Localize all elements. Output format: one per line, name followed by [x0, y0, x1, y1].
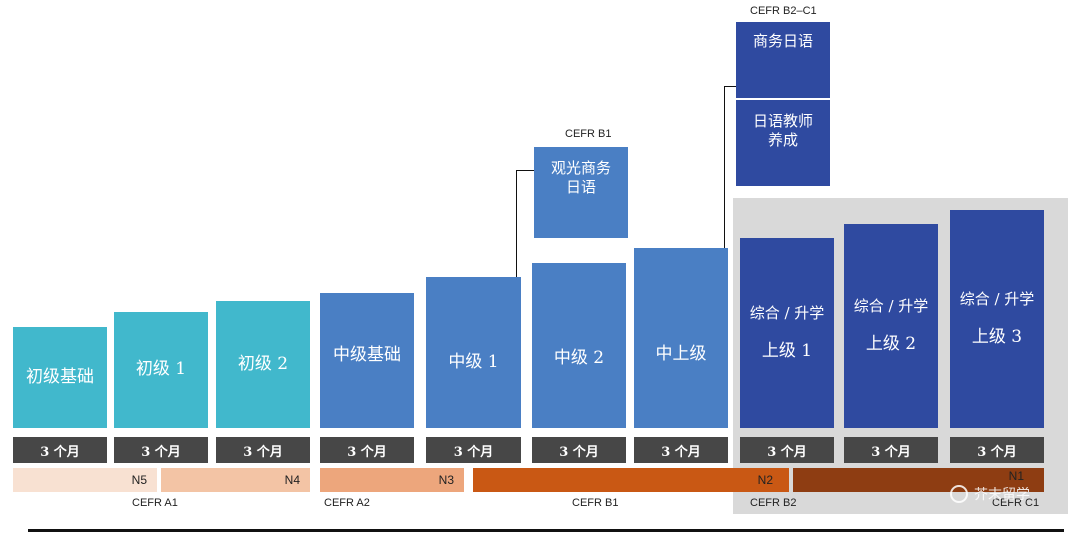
duration-badge: 3 个月	[426, 437, 521, 463]
duration-badge: 3 个月	[532, 437, 626, 463]
duration-badge: 3 个月	[950, 437, 1044, 463]
duration-badge: 3 个月	[320, 437, 414, 463]
duration-badge: 3 个月	[740, 437, 834, 463]
course-label: 上级 3	[971, 326, 1023, 347]
cefr-label-tourism: CEFR B1	[565, 128, 612, 140]
jlpt-label: N1	[1008, 469, 1024, 483]
course-label: 初级 1	[135, 359, 187, 380]
course-label: 商务日语	[752, 32, 813, 50]
connector-line	[724, 86, 725, 254]
course-intermediate-1: 中级 1	[426, 277, 521, 428]
course-label: 中级 1	[448, 352, 499, 372]
course-label: 中级 2	[553, 348, 605, 368]
jlpt-bar-n2: N2	[473, 468, 789, 492]
course-advanced-3: 综合 / 升学 上级 3	[950, 210, 1044, 428]
jlpt-label: N2	[757, 473, 773, 487]
course-label: 初级基础	[26, 366, 94, 387]
watermark: 芥末留学	[950, 484, 1030, 504]
course-advanced-2: 综合 / 升学 上级 2	[844, 224, 938, 428]
duration-badge: 3 个月	[13, 437, 107, 463]
course-upper-intermediate: 中上级	[634, 248, 728, 428]
course-label: 上级 2	[865, 333, 917, 354]
jlpt-label: N4	[284, 473, 300, 487]
jlpt-bar-n1: N1	[793, 468, 1044, 492]
course-intermediate-2: 中级 2	[532, 263, 626, 428]
connector-line	[516, 170, 517, 277]
course-beginner-1: 初级 1	[114, 312, 208, 428]
cefr-label-business: CEFR B2–C1	[750, 5, 817, 17]
duration-badge: 3 个月	[216, 437, 310, 463]
connector-line	[516, 170, 534, 171]
course-label: 上级 1	[761, 340, 813, 361]
course-label: 日语	[565, 177, 596, 196]
course-label: 中级基础	[333, 345, 401, 365]
cefr-label-a1: CEFR A1	[132, 497, 178, 509]
cefr-label-c1: CEFR C1	[992, 497, 1040, 509]
cefr-label-b2: CEFR B2	[750, 497, 797, 509]
course-track: 综合 / 升学	[853, 297, 929, 315]
jlpt-bar-n4: N4	[161, 468, 310, 492]
watermark-text: 芥末留学	[974, 487, 1030, 503]
course-tourism-business: 观光商务 日语	[534, 147, 628, 238]
jlpt-label: N3	[438, 473, 454, 487]
course-label: 日语教师	[752, 112, 813, 130]
course-label: 中上级	[655, 344, 707, 364]
jlpt-bar-n3: N3	[320, 468, 464, 492]
logo-icon	[950, 485, 968, 503]
course-label: 初级 2	[237, 353, 289, 374]
course-business-japanese: 商务日语	[736, 22, 830, 98]
jlpt-label: N5	[131, 473, 147, 487]
cefr-label-a2: CEFR A2	[324, 497, 370, 509]
jlpt-bar-n5: N5	[13, 468, 157, 492]
course-track: 综合 / 升学	[959, 290, 1035, 308]
duration-badge: 3 个月	[844, 437, 938, 463]
course-label: 养成	[767, 130, 798, 149]
course-track: 综合 / 升学	[749, 304, 825, 322]
course-advanced-1: 综合 / 升学 上级 1	[740, 238, 834, 428]
duration-badge: 3 个月	[114, 437, 208, 463]
course-teacher-training: 日语教师 养成	[736, 100, 830, 186]
baseline	[28, 529, 1064, 532]
course-label: 观光商务	[550, 159, 611, 177]
duration-badge: 3 个月	[634, 437, 728, 463]
cefr-label-b1: CEFR B1	[572, 497, 619, 509]
course-intermediate-foundation: 中级基础	[320, 293, 414, 428]
course-beginner-foundation: 初级基础	[13, 327, 107, 428]
course-beginner-2: 初级 2	[216, 301, 310, 428]
connector-line	[724, 86, 736, 87]
